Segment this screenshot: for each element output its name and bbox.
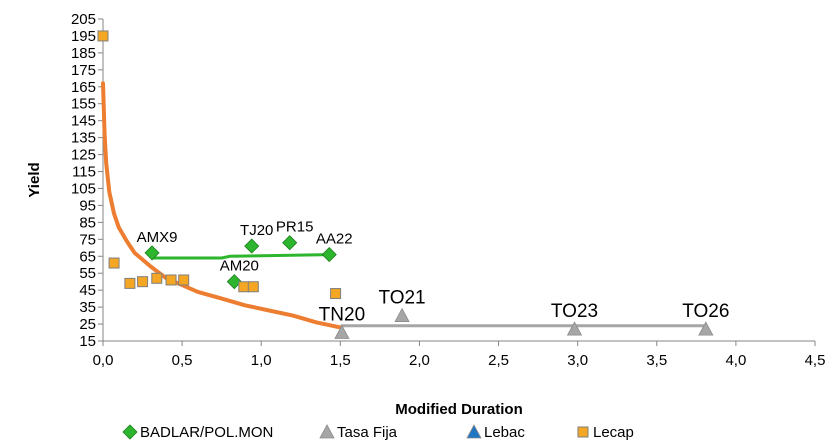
legend-label: Lebac	[484, 424, 525, 441]
x-tick-label: 1,0	[251, 352, 272, 369]
y-tick-label: 25	[79, 316, 96, 333]
legend-item-lebac: Lebac	[466, 424, 525, 441]
trend-lines	[101, 81, 708, 330]
data-point-lecap	[97, 30, 109, 42]
data-point-badlar-pol-mon	[244, 238, 260, 254]
x-tick-labels: 0,0 0,5 1,0 1,5 2,0 2,5 3,0 3,5 4,0 4,5	[93, 341, 826, 369]
x-tick-label: 3,5	[646, 352, 667, 369]
y-tick-label: 115	[72, 164, 96, 181]
y-tick-label: 185	[71, 45, 96, 62]
point-label: TO21	[378, 288, 425, 309]
data-point-lecap	[247, 281, 259, 293]
y-tick-label: 135	[71, 130, 96, 147]
legend-label: BADLAR/POL.MON	[140, 424, 273, 441]
y-tick-label: 55	[79, 265, 96, 282]
data-point-badlar-pol-mon	[144, 245, 160, 261]
x-tick-label: 4,5	[805, 352, 826, 369]
legend-marker	[466, 424, 482, 439]
trend-line-badlar-pol-mon	[150, 253, 331, 260]
y-tick-label: 85	[79, 214, 96, 231]
axes	[102, 19, 815, 342]
y-tick-label: 155	[71, 96, 96, 113]
point-label: PR15	[276, 219, 314, 236]
data-point-badlar-pol-mon	[321, 247, 337, 263]
data-point-lecap	[108, 257, 120, 269]
data-point-tasa-fija	[394, 307, 410, 322]
x-tick-label: 1,5	[330, 352, 351, 369]
legend: BADLAR/POL.MON Tasa Fija Lebac Lecap	[122, 424, 634, 441]
y-tick-label: 175	[71, 62, 96, 79]
data-point-tasa-fija	[334, 324, 350, 339]
legend-item-lecap: Lecap	[577, 424, 634, 441]
x-tick-label: 0,0	[93, 352, 114, 369]
legend-label: Lecap	[593, 424, 634, 441]
legend-item-tasa-fija: Tasa Fija	[319, 424, 398, 441]
y-tick-label: 45	[79, 282, 96, 299]
point-label: AA22	[316, 231, 353, 248]
y-tick-label: 15	[79, 333, 96, 350]
point-label: TO26	[682, 301, 729, 322]
y-tick-label: 145	[71, 113, 96, 130]
legend-marker	[122, 424, 138, 440]
legend-item-badlar-pol-mon: BADLAR/POL.MON	[122, 424, 273, 441]
point-label: TO23	[551, 301, 598, 322]
data-point-badlar-pol-mon	[282, 235, 298, 251]
y-tick-label: 35	[79, 299, 96, 316]
y-tick-label: 195	[71, 28, 96, 45]
y-tick-label: 125	[71, 147, 96, 164]
data-point-lecap	[238, 281, 250, 293]
y-tick-label: 165	[71, 79, 96, 96]
data-point-tasa-fija	[566, 321, 583, 336]
x-axis-title: Modified Duration	[395, 401, 523, 418]
legend-marker	[577, 426, 589, 438]
point-label: AM20	[220, 258, 259, 275]
x-tick-label: 4,0	[725, 352, 746, 369]
data-point-lecap	[151, 272, 163, 284]
y-axis-title: Yield	[26, 162, 43, 197]
data-point-lecap	[178, 274, 190, 286]
data-point-tasa-fija	[698, 321, 714, 336]
data-point-badlar-pol-mon	[226, 274, 242, 290]
data-point-lecap	[330, 288, 342, 300]
data-point-lecap	[165, 274, 177, 286]
point-label: AMX9	[137, 229, 178, 246]
x-tick-label: 0,5	[172, 352, 193, 369]
y-tick-label: 105	[71, 180, 96, 197]
point-label: TJ20	[240, 222, 273, 239]
data-point-lecap	[124, 277, 136, 289]
legend-label: Tasa Fija	[337, 424, 398, 441]
data-points	[97, 30, 714, 339]
y-tick-labels: 1525354555657585951051151251351451551651…	[71, 11, 103, 350]
y-tick-label: 75	[79, 231, 96, 248]
x-tick-label: 2,0	[409, 352, 430, 369]
data-point-lecap	[137, 276, 149, 288]
legend-marker	[319, 424, 335, 439]
point-label: TN20	[319, 305, 365, 326]
x-tick-label: 3,0	[567, 352, 588, 369]
y-tick-label: 205	[71, 11, 96, 28]
trend-line-lecap	[101, 81, 343, 330]
y-tick-label: 65	[79, 248, 96, 265]
x-tick-label: 2,5	[488, 352, 509, 369]
y-tick-label: 95	[79, 197, 96, 214]
